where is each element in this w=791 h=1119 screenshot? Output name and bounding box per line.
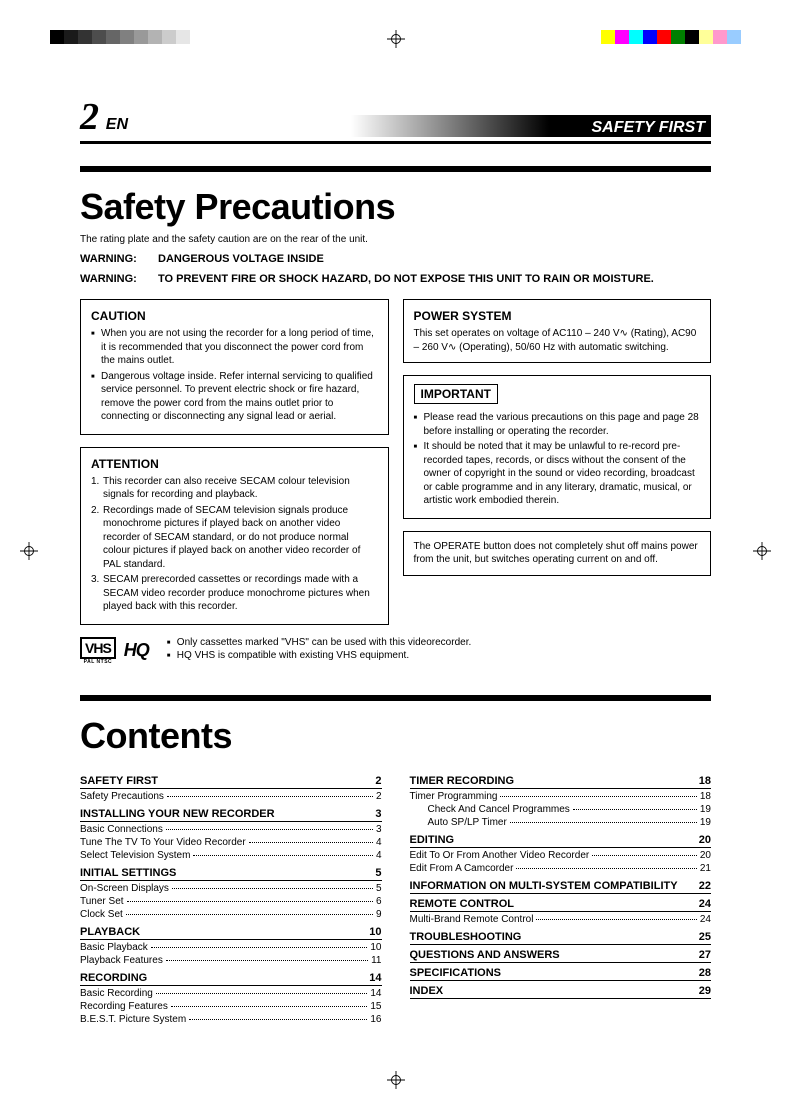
important-list: Please read the various precautions on t…: [414, 411, 701, 508]
page-number: 2: [80, 96, 99, 138]
contents-right: TIMER RECORDING18 Timer Programming18 Chec…: [410, 771, 712, 1027]
warning-label: WARNING:: [80, 253, 158, 265]
toc-item: Basic Connections3: [80, 824, 382, 835]
registration-mark: [387, 30, 405, 48]
toc-section: RECORDING14: [80, 968, 382, 986]
toc-section: INITIAL SETTINGS5: [80, 863, 382, 881]
registration-mark: [753, 542, 771, 560]
contents-left: SAFETY FIRST2 Safety Precautions2 INSTALLI…: [80, 771, 382, 1027]
registration-mark: [387, 1071, 405, 1089]
warning-2: WARNING: TO PREVENT FIRE OR SHOCK HAZARD…: [80, 273, 711, 285]
toc-item: Select Television System4: [80, 850, 382, 861]
list-item: It should be noted that it may be unlawf…: [414, 440, 701, 508]
warning-1: WARNING: DANGEROUS VOLTAGE INSIDE: [80, 253, 711, 265]
caution-title: CAUTION: [91, 308, 378, 324]
printer-grayscale-bar: [50, 30, 190, 44]
list-item: Only cassettes marked "VHS" can be used …: [167, 637, 711, 648]
attention-box: ATTENTION 1.This recorder can also recei…: [80, 447, 389, 625]
vhs-logo: VHS PAL NTSC: [80, 637, 116, 665]
toc-item: Recording Features15: [80, 1001, 382, 1012]
attention-list: 1.This recorder can also receive SECAM c…: [91, 475, 378, 614]
toc-section: INDEX29: [410, 981, 712, 999]
contents-columns: SAFETY FIRST2 Safety Precautions2 INSTALLI…: [80, 771, 711, 1027]
toc-item: On-Screen Displays5: [80, 883, 382, 894]
toc-item: Clock Set9: [80, 909, 382, 920]
toc-item: Safety Precautions2: [80, 791, 382, 802]
list-item: Please read the various precautions on t…: [414, 411, 701, 438]
page-header: 2 EN SAFETY FIRST: [80, 95, 711, 144]
toc-item: Basic Playback10: [80, 942, 382, 953]
section-rule: [80, 166, 711, 172]
safety-title: Safety Precautions: [80, 186, 711, 228]
safety-columns: CAUTION When you are not using the recor…: [80, 299, 711, 625]
header-tag: SAFETY FIRST: [586, 117, 712, 139]
operate-note: The OPERATE button does not completely s…: [414, 540, 701, 567]
toc-item: Multi-Brand Remote Control24: [410, 914, 712, 925]
caution-box: CAUTION When you are not using the recor…: [80, 299, 389, 435]
toc-item: Timer Programming18: [410, 791, 712, 802]
vhs-notes: Only cassettes marked "VHS" can be used …: [167, 637, 711, 663]
registration-mark: [20, 542, 38, 560]
warning-2-text: TO PREVENT FIRE OR SHOCK HAZARD, DO NOT …: [158, 273, 654, 285]
toc-section: SPECIFICATIONS28: [410, 963, 712, 981]
toc-section: REMOTE CONTROL24: [410, 894, 712, 912]
toc-section: QUESTIONS AND ANSWERS27: [410, 945, 712, 963]
toc-section: PLAYBACK10: [80, 922, 382, 940]
page-content: 2 EN SAFETY FIRST Safety Precautions The…: [80, 95, 711, 1059]
power-text: This set operates on voltage of AC110 – …: [414, 327, 701, 354]
hq-logo: HQ: [124, 640, 149, 661]
toc-item: Tuner Set6: [80, 896, 382, 907]
toc-item: Tune The TV To Your Video Recorder4: [80, 837, 382, 848]
toc-item: Auto SP/LP Timer19: [410, 817, 712, 828]
warning-1-text: DANGEROUS VOLTAGE INSIDE: [158, 253, 324, 265]
contents-title: Contents: [80, 715, 711, 757]
attention-title: ATTENTION: [91, 456, 378, 472]
printer-color-bar: [601, 30, 741, 44]
toc-item: Edit From A Camcorder21: [410, 863, 712, 874]
important-box: IMPORTANT Please read the various precau…: [403, 375, 712, 519]
list-item: Dangerous voltage inside. Refer internal…: [91, 370, 378, 424]
toc-item: Edit To Or From Another Video Recorder20: [410, 850, 712, 861]
warning-label: WARNING:: [80, 273, 158, 285]
vhs-logo-text: VHS: [80, 637, 116, 659]
header-tag-text: SAFETY FIRST: [592, 119, 706, 136]
list-item: 1.This recorder can also receive SECAM c…: [91, 475, 378, 502]
list-item: 2.Recordings made of SECAM television si…: [91, 504, 378, 572]
list-item: HQ VHS is compatible with existing VHS e…: [167, 650, 711, 661]
list-item: When you are not using the recorder for …: [91, 327, 378, 368]
toc-section: INSTALLING YOUR NEW RECORDER3: [80, 804, 382, 822]
section-rule: [80, 695, 711, 701]
vhs-logo-sub: PAL NTSC: [80, 659, 116, 665]
toc-section: TIMER RECORDING18: [410, 771, 712, 789]
logo-row: VHS PAL NTSC HQ Only cassettes marked "V…: [80, 637, 711, 665]
operate-note-box: The OPERATE button does not completely s…: [403, 531, 712, 576]
caution-list: When you are not using the recorder for …: [91, 327, 378, 424]
toc-item: B.E.S.T. Picture System16: [80, 1014, 382, 1025]
toc-item: Playback Features11: [80, 955, 382, 966]
page-lang: EN: [106, 116, 128, 133]
toc-section: INFORMATION ON MULTI-SYSTEM COMPATIBILIT…: [410, 876, 712, 894]
toc-section: EDITING20: [410, 830, 712, 848]
power-box: POWER SYSTEM This set operates on voltag…: [403, 299, 712, 363]
toc-item: Check And Cancel Programmes19: [410, 804, 712, 815]
important-title: IMPORTANT: [414, 384, 498, 404]
safety-subtitle: The rating plate and the safety caution …: [80, 234, 711, 245]
list-item: 3.SECAM prerecorded cassettes or recordi…: [91, 573, 378, 614]
toc-item: Basic Recording14: [80, 988, 382, 999]
power-title: POWER SYSTEM: [414, 308, 701, 324]
toc-section: TROUBLESHOOTING25: [410, 927, 712, 945]
toc-section: SAFETY FIRST2: [80, 771, 382, 789]
